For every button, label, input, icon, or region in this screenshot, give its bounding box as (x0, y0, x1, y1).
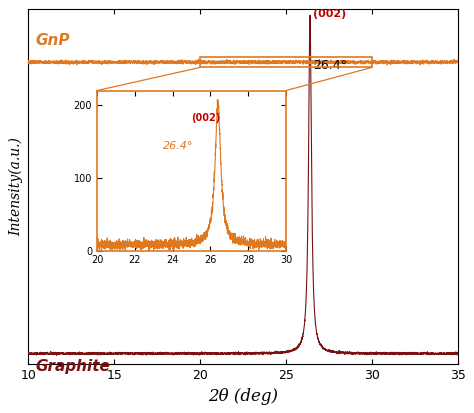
Text: Graphite: Graphite (35, 359, 110, 374)
Bar (200, 57, 372, 67)
Y-axis label: Intensity(a.u.): Intensity(a.u.) (9, 137, 23, 236)
Text: GnP: GnP (35, 33, 70, 48)
X-axis label: 2θ (deg): 2θ (deg) (208, 388, 278, 405)
Text: (002): (002) (312, 9, 346, 19)
Text: 26.4°: 26.4° (313, 59, 347, 71)
